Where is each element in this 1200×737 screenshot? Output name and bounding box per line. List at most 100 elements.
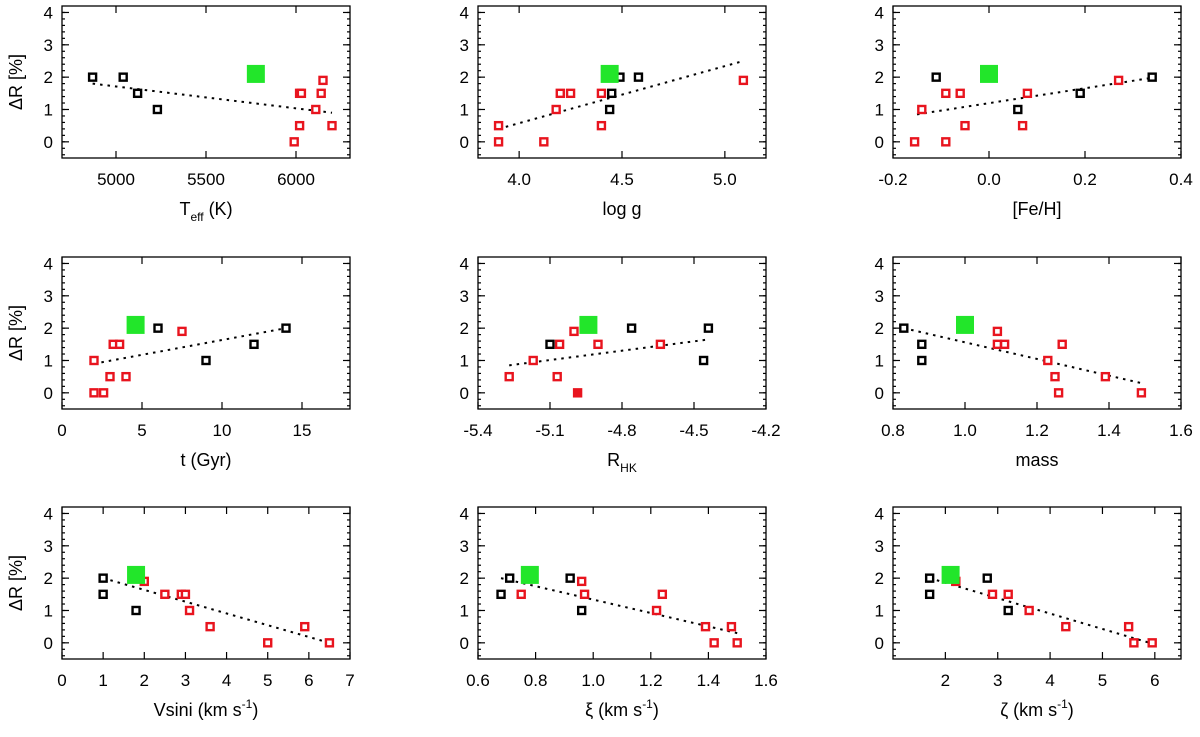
red-point — [700, 621, 711, 632]
trend-line — [498, 60, 744, 130]
y-tick-label: 2 — [44, 569, 53, 588]
red-point — [565, 88, 576, 99]
red-point — [726, 621, 737, 632]
red-point — [955, 88, 965, 99]
red-point — [1017, 120, 1028, 131]
trend-line — [500, 577, 738, 635]
y-tick-label: 4 — [460, 254, 469, 273]
black-point — [1013, 104, 1023, 115]
y-tick-label: 4 — [44, 3, 53, 22]
red-point — [1050, 371, 1060, 382]
y-tick-label: 3 — [460, 287, 469, 306]
red-point — [909, 137, 920, 147]
red-point — [1043, 355, 1053, 366]
red-point — [263, 638, 273, 648]
red-point — [493, 120, 504, 131]
y-tick-label: 3 — [44, 537, 53, 556]
red-point — [1024, 605, 1034, 616]
red-point — [1147, 638, 1157, 648]
black-point — [152, 104, 163, 115]
x-tick-label: 5 — [263, 671, 272, 690]
black-point — [604, 104, 615, 115]
panel-8: 0 1 2 3 4 0.6 0.8 1.0 1.2 1.4 1.6 ξ (km s-1) — [460, 504, 778, 720]
x-tick-label: -5.4 — [463, 421, 492, 440]
red-point — [732, 638, 742, 648]
y-tick-label: 3 — [44, 36, 53, 55]
panel-6: 0 1 2 3 4 0.8 1.0 1.2 1.4 1.6 mass — [875, 254, 1193, 470]
red-point — [1061, 621, 1071, 632]
red-point — [114, 339, 125, 350]
sun-point — [941, 565, 960, 584]
red-point — [300, 621, 310, 632]
x-tick-label: 0.2 — [1073, 170, 1097, 189]
black-point — [698, 355, 709, 366]
x-axis-label: Teff (K) — [179, 199, 232, 224]
y-tick-label: 2 — [44, 319, 53, 338]
black-point — [545, 339, 555, 350]
black-point — [118, 72, 128, 82]
x-axis-label: log g — [602, 199, 641, 219]
panel-4: 0 1 2 3 4 0 5 10 15 ΔR [%] t (Gyr) — [6, 254, 351, 470]
red-point — [655, 339, 666, 350]
red-point — [316, 88, 326, 99]
black-point — [132, 88, 143, 99]
y-tick-label: 3 — [875, 537, 884, 556]
x-axis-label: ζ (km s-1) — [1000, 697, 1074, 720]
red-point — [1022, 88, 1033, 99]
y-tick-label: 1 — [460, 351, 469, 370]
y-tick-label: 4 — [875, 504, 884, 523]
black-point — [982, 573, 992, 583]
x-axis-label: t (Gyr) — [181, 450, 232, 470]
y-tick-label: 1 — [44, 100, 53, 119]
x-tick-label: -5.1 — [535, 421, 564, 440]
x-tick-label: 0.6 — [466, 671, 490, 690]
plot-frame — [61, 256, 351, 410]
sun-point — [980, 64, 998, 83]
red-point — [569, 326, 579, 337]
y-tick-label: 0 — [875, 384, 884, 403]
plot-frame — [892, 256, 1182, 410]
y-tick-label: 1 — [460, 601, 469, 620]
x-axis-label: [Fe/H] — [1012, 199, 1061, 219]
sun-point — [579, 315, 598, 334]
y-axis-label: ΔR [%] — [6, 54, 26, 110]
black-point — [98, 589, 108, 600]
red-point — [528, 355, 538, 366]
y-tick-label: 0 — [875, 133, 884, 152]
red-point — [941, 137, 951, 147]
x-tick-label: 1.6 — [754, 671, 778, 690]
plot-frame — [892, 5, 1182, 159]
plot-frame — [61, 5, 351, 159]
red-point — [1100, 371, 1111, 382]
red-point — [311, 104, 321, 115]
red-point — [657, 589, 668, 600]
y-tick-label: 4 — [875, 3, 884, 22]
y-tick-label: 3 — [460, 537, 469, 556]
y-tick-label: 4 — [875, 254, 884, 273]
x-tick-label: 7 — [345, 671, 354, 690]
plot-frame — [477, 256, 767, 410]
red-point — [555, 88, 565, 99]
black-point — [496, 589, 506, 600]
sun-point — [956, 315, 974, 334]
trend-line — [92, 82, 333, 114]
panel-5: 0 1 2 3 4 -5.4 -5.1 -4.8 -4.5 -4.2 RHK — [460, 254, 781, 475]
y-tick-label: 2 — [460, 319, 469, 338]
y-tick-label: 4 — [44, 254, 53, 273]
red-point — [121, 371, 131, 382]
x-tick-label: 1.0 — [953, 421, 977, 440]
red-point — [1123, 621, 1134, 632]
red-point — [987, 589, 998, 600]
x-tick-label: 10 — [213, 421, 232, 440]
red-point — [105, 371, 115, 382]
x-tick-label: 1 — [98, 671, 107, 690]
y-tick-label: 1 — [875, 351, 884, 370]
x-tick-label: 1.4 — [1097, 421, 1121, 440]
red-point — [999, 339, 1010, 350]
panel-9: 0 1 2 3 4 2 3 4 5 6 ζ (km s-1) — [875, 504, 1182, 720]
sun-point — [520, 565, 539, 584]
red-point — [738, 75, 749, 86]
red-point — [504, 371, 514, 382]
red-point — [1136, 388, 1147, 398]
red-point — [296, 88, 307, 99]
